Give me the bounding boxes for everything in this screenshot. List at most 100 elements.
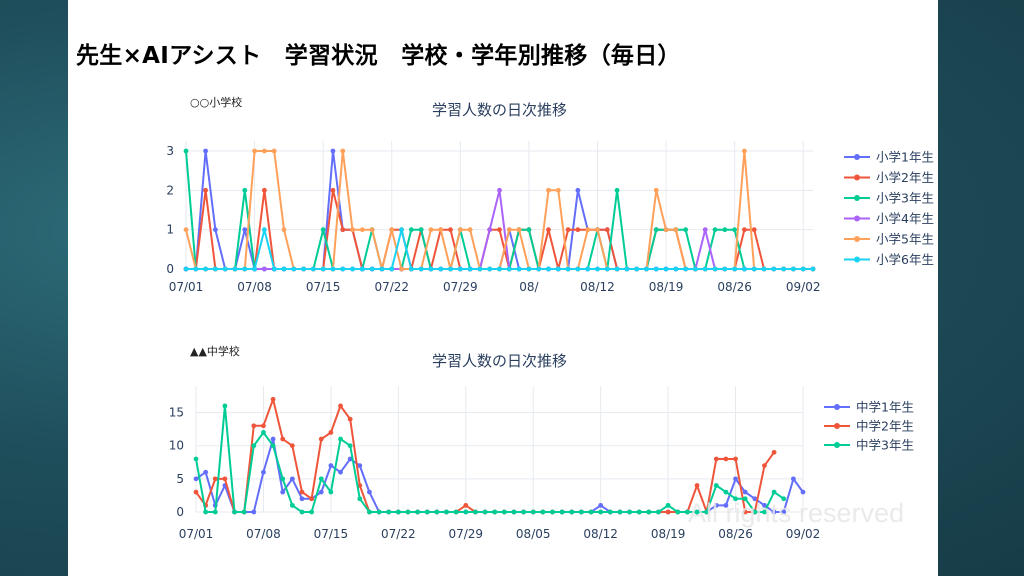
data-point	[800, 489, 806, 495]
data-point	[617, 509, 623, 515]
x-tick-label: 08/19	[651, 527, 686, 541]
data-point	[761, 266, 767, 272]
data-point	[330, 187, 336, 193]
data-point	[448, 266, 453, 272]
x-tick-label: 07/01	[179, 527, 214, 541]
data-point	[673, 266, 679, 272]
data-point	[530, 509, 536, 515]
data-point	[791, 266, 796, 272]
data-point	[565, 227, 571, 233]
data-point	[347, 456, 353, 462]
legend-label: 中学3年生	[856, 438, 914, 453]
legend-marker	[834, 442, 840, 448]
data-point	[497, 266, 502, 272]
data-point	[713, 483, 719, 488]
data-point	[704, 509, 710, 515]
data-point	[771, 489, 777, 495]
y-tick-label: 1	[166, 223, 174, 237]
x-tick-label: 09/02	[786, 527, 821, 541]
data-point	[367, 489, 372, 495]
data-point	[575, 266, 581, 272]
data-point	[399, 227, 404, 233]
data-point	[203, 148, 208, 154]
data-point	[386, 509, 392, 515]
x-tick-label: 08/	[519, 280, 539, 294]
x-tick-label: 07/15	[314, 527, 349, 541]
data-point	[742, 509, 748, 515]
data-point	[526, 227, 532, 233]
data-point	[733, 476, 738, 482]
data-point	[347, 416, 353, 422]
data-point	[653, 266, 659, 272]
data-point	[280, 489, 286, 495]
data-point	[526, 266, 532, 272]
data-point	[684, 509, 690, 515]
x-tick-label: 07/29	[448, 527, 483, 541]
data-point	[497, 227, 502, 233]
data-point	[614, 187, 620, 193]
legend-marker	[854, 236, 860, 242]
data-point	[203, 187, 208, 193]
data-point	[405, 509, 411, 515]
data-point	[193, 456, 199, 462]
data-point	[270, 443, 276, 449]
data-point	[203, 509, 209, 515]
data-point	[487, 266, 493, 272]
data-point	[251, 509, 257, 515]
data-point	[299, 489, 305, 495]
data-point	[463, 502, 469, 508]
data-point	[212, 476, 218, 482]
x-tick-label: 08/05	[516, 527, 551, 541]
data-point	[232, 509, 237, 515]
legend-marker	[834, 423, 840, 429]
data-point	[585, 266, 591, 272]
data-point	[634, 266, 640, 272]
elementary-chart: 学習人数の日次推移 0 1 2 3 07/01 07/08 07/15 07/22 07/29 08…	[158, 95, 938, 310]
data-point	[742, 489, 748, 495]
data-point	[251, 443, 257, 449]
data-point	[415, 509, 421, 515]
x-tick-label: 08/19	[649, 280, 684, 294]
data-point	[193, 476, 199, 482]
data-point	[271, 266, 277, 272]
data-point	[604, 266, 610, 272]
legend-marker	[854, 256, 860, 263]
data-point	[203, 469, 209, 475]
data-point	[389, 227, 395, 233]
data-point	[521, 509, 526, 515]
data-point	[281, 227, 287, 233]
data-point	[546, 266, 551, 272]
y-tick-label: 10	[169, 439, 184, 453]
data-point	[516, 227, 522, 233]
data-point	[665, 509, 671, 515]
data-point	[359, 227, 365, 233]
data-point	[379, 266, 385, 272]
data-point	[340, 227, 346, 233]
data-point	[428, 266, 434, 272]
x-tick-label: 07/08	[237, 280, 272, 294]
data-point	[261, 148, 267, 154]
data-point	[644, 266, 649, 272]
data-point	[212, 266, 218, 272]
x-tick-label: 07/22	[381, 527, 416, 541]
legend-label: 小学6年生	[876, 252, 934, 267]
data-point	[438, 266, 444, 272]
data-point	[453, 509, 459, 515]
data-point	[675, 509, 681, 515]
school-label-junior-high: ▲▲中学校	[190, 345, 240, 358]
data-point	[301, 266, 306, 272]
data-point	[289, 443, 295, 449]
data-point	[683, 266, 689, 272]
data-point	[359, 266, 365, 272]
data-point	[408, 227, 414, 233]
data-point	[723, 489, 729, 495]
data-point	[742, 496, 748, 502]
data-point	[252, 148, 257, 154]
data-point	[318, 489, 324, 495]
data-point	[781, 496, 787, 502]
data-point	[193, 489, 199, 495]
data-point	[328, 430, 334, 435]
data-point	[550, 509, 555, 515]
data-point	[536, 266, 542, 272]
x-tick-label: 08/12	[583, 527, 618, 541]
